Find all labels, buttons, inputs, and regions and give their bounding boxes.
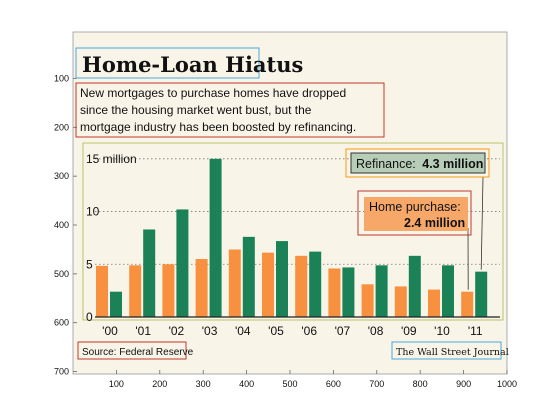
bar-refinance-2 [176,209,189,317]
callout-refinance: Refinance: 4.3 million [345,148,490,178]
callout-refinance-label: Refinance: [356,157,416,171]
x-tick-label: '08 [368,324,384,338]
frame-y-tick-label: 600 [54,318,69,328]
callout-purchase-value: 2.4 million [404,216,465,230]
bar-refinance-6 [309,251,322,317]
callout-refinance-leader [480,176,484,270]
y-tick-label: 10 [86,205,100,219]
frame-y-tick-label: 700 [54,367,69,377]
frame-x-tick-label: 800 [413,379,428,389]
frame-x-tick-label: 700 [369,379,384,389]
x-tick-label: '10 [434,324,450,338]
subtitle-line-1: New mortgages to purchase homes have dro… [80,86,346,100]
x-tick-label: '01 [135,324,151,338]
bar-refinance-0 [110,291,122,317]
bar-home-purchase-11 [461,291,474,317]
bar-refinance-1 [143,229,156,317]
callout-purchase-label: Home purchase: [369,200,461,214]
bar-refinance-4 [242,236,255,317]
svg-text:Refinance: 4.3 million: Refinance: 4.3 million [356,157,483,171]
frame-x-tick-label: 400 [239,379,254,389]
bar-refinance-11 [475,271,488,317]
x-tick-label: '11 [468,324,483,338]
subtitle-line-2: since the housing market went bust, but … [80,103,312,117]
y-tick-label: 0 [86,310,93,324]
source-text: Source: Federal Reserve [82,347,194,358]
frame-x-tick-label: 1000 [497,379,517,389]
callout-purchase: Home purchase: 2.4 million [357,190,472,236]
bar-refinance-8 [375,265,388,317]
bar-home-purchase-0 [96,265,108,317]
frame-axes: 100 200 300 400 500 600 700 800 900 1000100200300… [54,73,517,389]
bar-refinance-5 [276,241,288,317]
bar-refinance-10 [442,265,454,317]
bar-home-purchase-6 [295,255,308,317]
bar-home-purchase-3 [195,259,208,317]
subtitle-outline [75,82,385,138]
source-outline [77,341,187,360]
publisher-outline [391,341,502,360]
frame-x-tick-label: 100 [109,379,124,389]
frame-y-tick-label: 100 [54,73,69,83]
frame-x-tick-label: 600 [326,379,341,389]
frame-y-tick-label: 500 [54,269,69,279]
bar-refinance-7 [342,267,355,317]
frame-x-tick-label: 500 [282,379,297,389]
frame-x-tick-label: 900 [456,379,471,389]
bar-home-purchase-2 [162,264,175,317]
bar-home-purchase-8 [361,284,374,317]
plot-area [82,142,504,321]
y-tick-label: 5 [86,257,93,271]
frame-y-tick-label: 300 [54,171,69,181]
x-tick-label: '02 [169,324,185,338]
bar-refinance-9 [408,255,421,317]
x-tick-label: '06 [301,324,317,338]
x-tick-label: '09 [401,324,417,338]
bar-home-purchase-1 [129,265,142,317]
x-tick-label: '04 [235,324,251,338]
bar-home-purchase-4 [228,249,241,317]
frame-x-tick-label: 300 [196,379,211,389]
x-tick-label: '03 [202,324,218,338]
bar-home-purchase-10 [428,289,440,317]
y-tick-label: 15 million [86,152,137,166]
x-tick-label: '00 [102,324,118,338]
x-tick-label: '07 [335,324,351,338]
frame-y-tick-label: 400 [54,220,69,230]
plot-group: 0 5 10 15 million '00 '01 '02 '03 '04 '05 '06 '07 '0… [86,152,500,338]
publisher-text: The Wall Street Journal [396,347,509,358]
x-tick-label: '05 [268,324,284,338]
subtitle-line-3: mortgage industry has been boosted by re… [80,120,356,134]
frame-x-tick-label: 200 [152,379,167,389]
callout-refinance-value: 4.3 million [422,157,483,171]
bar-home-purchase-9 [394,286,407,317]
frame-y-tick-label: 200 [54,122,69,132]
bar-home-purchase-7 [328,268,341,317]
bar-refinance-3 [209,158,222,317]
title-outline [75,47,260,79]
bar-home-purchase-5 [262,252,274,317]
chart-title: Home-Loan Hiatus [82,52,303,77]
